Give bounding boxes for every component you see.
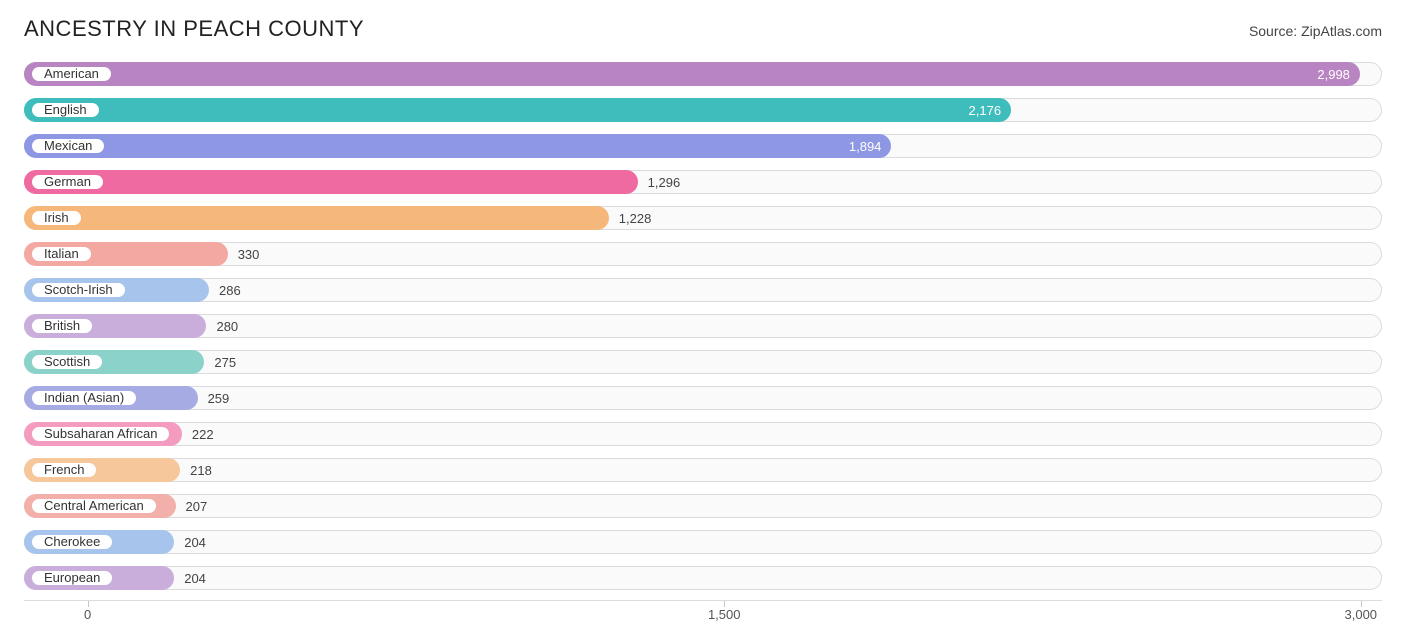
bar-row: Scotch-Irish 286 xyxy=(24,276,1382,304)
bar-value: 280 xyxy=(206,312,238,340)
bar-label-pill: Scottish xyxy=(30,353,104,371)
bar-value: 1,296 xyxy=(638,168,681,196)
bar-track xyxy=(24,494,1382,518)
axis-tick-label: 3,000 xyxy=(1345,607,1378,622)
bar-row: British 280 xyxy=(24,312,1382,340)
bar-chart: American2,998 English2,176 Mexican1,894 Ger… xyxy=(20,60,1386,624)
bar-value: 207 xyxy=(176,492,208,520)
bar-track xyxy=(24,458,1382,482)
bar-value: 1,228 xyxy=(609,204,652,232)
header: ANCESTRY IN PEACH COUNTY Source: ZipAtla… xyxy=(20,16,1386,42)
bar-value: 2,176 xyxy=(24,96,1011,124)
chart-title: ANCESTRY IN PEACH COUNTY xyxy=(24,16,364,42)
bar-fill xyxy=(24,206,609,230)
bar-row: German 1,296 xyxy=(24,168,1382,196)
bar-value: 204 xyxy=(174,564,206,592)
bar-row: Irish 1,228 xyxy=(24,204,1382,232)
bar-row: American2,998 xyxy=(24,60,1382,88)
bar-label-pill: Irish xyxy=(30,209,83,227)
bar-value: 218 xyxy=(180,456,212,484)
x-axis: 0 1,500 3,000 xyxy=(24,600,1382,624)
bar-row: Italian 330 xyxy=(24,240,1382,268)
bar-label-pill: French xyxy=(30,461,98,479)
bar-value: 204 xyxy=(174,528,206,556)
bar-row: Central American 207 xyxy=(24,492,1382,520)
bar-row: Mexican1,894 xyxy=(24,132,1382,160)
bar-row: Cherokee 204 xyxy=(24,528,1382,556)
bar-label-pill: British xyxy=(30,317,94,335)
bar-value: 275 xyxy=(204,348,236,376)
chart-source: Source: ZipAtlas.com xyxy=(1249,23,1382,39)
bar-row: Scottish 275 xyxy=(24,348,1382,376)
bar-track xyxy=(24,422,1382,446)
bar-label-pill: Subsaharan African xyxy=(30,425,171,443)
bar-row: Subsaharan African 222 xyxy=(24,420,1382,448)
bar-row: English2,176 xyxy=(24,96,1382,124)
bar-label-pill: European xyxy=(30,569,114,587)
axis-tick-label: 0 xyxy=(84,607,91,622)
bar-value: 222 xyxy=(182,420,214,448)
axis-tick-label: 1,500 xyxy=(708,607,741,622)
bar-value: 259 xyxy=(198,384,230,412)
bar-track xyxy=(24,530,1382,554)
bar-value: 330 xyxy=(228,240,260,268)
bar-label-pill: Scotch-Irish xyxy=(30,281,127,299)
bar-label-pill: Indian (Asian) xyxy=(30,389,138,407)
bar-row: French 218 xyxy=(24,456,1382,484)
bar-track xyxy=(24,566,1382,590)
bar-label-pill: German xyxy=(30,173,105,191)
bar-value: 1,894 xyxy=(24,132,891,160)
bar-label-pill: Cherokee xyxy=(30,533,114,551)
bar-value: 286 xyxy=(209,276,241,304)
bar-label-pill: Italian xyxy=(30,245,93,263)
bar-fill xyxy=(24,170,638,194)
bar-value: 2,998 xyxy=(24,60,1360,88)
bar-label-pill: Central American xyxy=(30,497,158,515)
bar-row: European 204 xyxy=(24,564,1382,592)
bar-row: Indian (Asian) 259 xyxy=(24,384,1382,412)
